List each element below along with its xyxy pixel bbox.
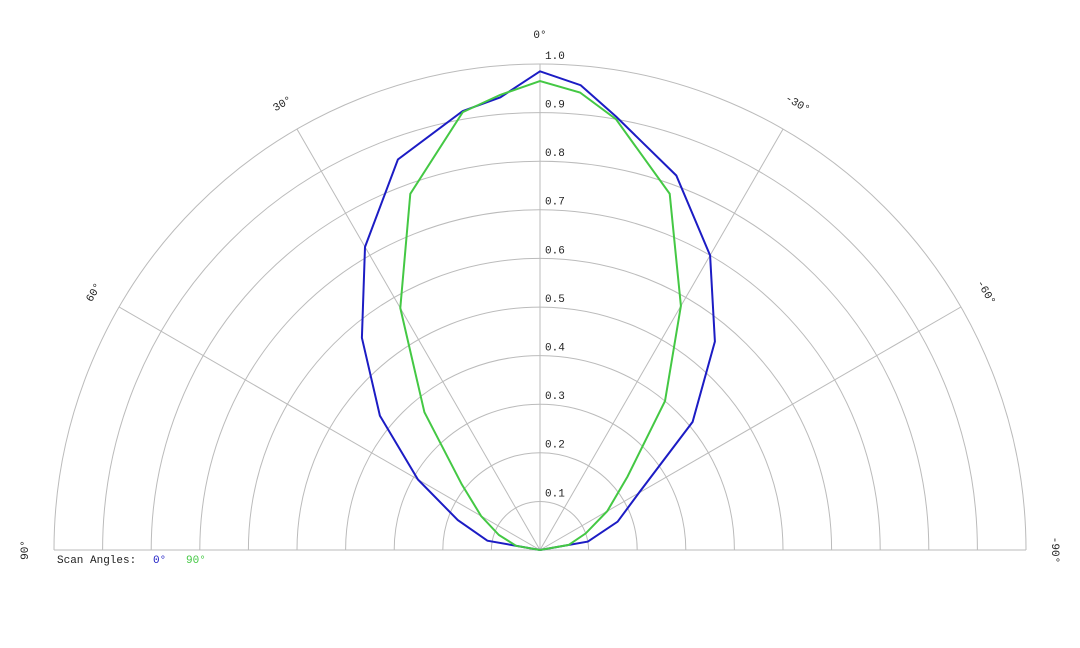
legend-entry: 90° (186, 555, 206, 567)
legend-title: Scan Angles: (57, 555, 136, 567)
series-line (399, 79, 682, 551)
theta-tick-label: -90° (1048, 537, 1060, 563)
theta-tick-label: -30° (783, 93, 812, 117)
series-line (360, 70, 716, 551)
grid-radial (539, 306, 962, 551)
r-tick-label: 0.4 (545, 343, 565, 355)
r-tick-label: 0.2 (545, 440, 565, 452)
r-tick-label: 0.6 (545, 245, 565, 257)
legend-entry: 0° (153, 555, 166, 567)
theta-tick-label: 90° (20, 540, 32, 560)
theta-tick-label: 60° (85, 281, 105, 304)
r-tick-label: 1.0 (545, 51, 565, 63)
grid-radial (296, 128, 541, 551)
r-tick-label: 0.1 (545, 488, 565, 500)
grid-radial (118, 306, 541, 551)
theta-tick-label: 0° (533, 30, 546, 42)
r-tick-label: 0.5 (545, 294, 565, 306)
r-tick-label: 0.8 (545, 148, 565, 160)
theta-tick-label: 30° (271, 95, 294, 115)
r-tick-label: 0.3 (545, 391, 565, 403)
grid-radial (539, 128, 784, 551)
r-tick-label: 0.7 (545, 197, 565, 209)
theta-tick-label: -60° (973, 279, 997, 308)
r-tick-label: 0.9 (545, 100, 565, 112)
